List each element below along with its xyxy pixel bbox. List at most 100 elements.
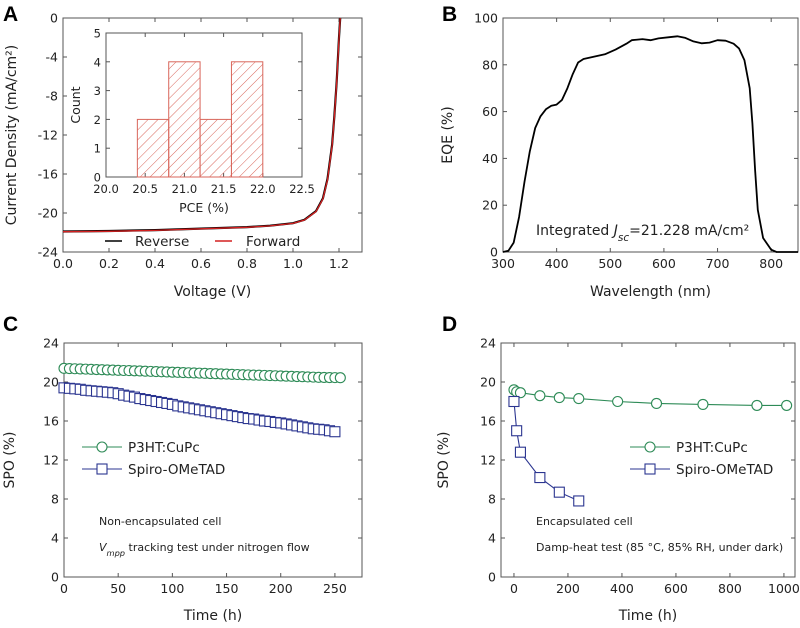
y-tick-label: -12 (38, 128, 58, 143)
y-tick-label: 80 (482, 57, 498, 72)
data-point-circle (697, 398, 709, 410)
legend-label: Forward (246, 234, 300, 250)
x-tick-label: 100 (160, 581, 184, 596)
data-point-circle (644, 441, 656, 453)
x-tick-label: 20.0 (93, 182, 119, 196)
y-tick-label: -24 (38, 245, 58, 260)
series-line-eqe (502, 35, 798, 253)
y-tick-label: 12 (480, 453, 496, 468)
x-tick-label: 22.0 (250, 182, 276, 196)
y-tick-label: -16 (38, 167, 58, 182)
x-tick-label: 1.2 (329, 256, 349, 271)
condition-note: Encapsulated cell (536, 515, 633, 528)
y-axis-label: Current Density (mA/cm²) (4, 45, 20, 226)
series-p3ht-cupc (58, 362, 346, 384)
y-tick-label: 3 (94, 84, 101, 98)
data-point-circle (514, 387, 526, 399)
y-tick-label: 40 (482, 151, 498, 166)
series-spiro-ometad (508, 395, 585, 507)
x-tick-label: 150 (215, 581, 239, 596)
y-tick-label: 60 (482, 104, 498, 119)
annotation-part: tracking test under nitrogen flow (125, 541, 310, 554)
inset-pce-histogram: 20.0 20.5 21.0 21.5 22.0 22.5 0 1 2 3 4 5 PCE (%) Cou… (68, 27, 315, 216)
legend: P3HT:CuPc Spiro-OMeTAD (82, 440, 225, 478)
y-tick-label: 24 (43, 336, 59, 351)
integrated-jsc-annotation: Integrated Jsc=21.228 mA/cm² (536, 223, 749, 244)
legend: P3HT:CuPc Spiro-OMeTAD (630, 440, 773, 478)
data-point-square (644, 463, 656, 475)
data-point-circle (650, 397, 663, 410)
x-tick-label: 0.8 (237, 256, 257, 271)
annotation-part: Integrated (536, 223, 614, 239)
x-tick-label: 1000 (768, 581, 800, 596)
x-tick-label: 0 (60, 581, 68, 596)
panel-letter-b: B (442, 3, 457, 26)
x-tick-label: 300 (491, 256, 515, 271)
data-point-square (511, 425, 523, 437)
y-tick-label: 1 (94, 142, 101, 156)
x-tick-label: 600 (652, 256, 676, 271)
x-tick-label: 22.5 (289, 182, 315, 196)
x-tick-label: 250 (323, 581, 347, 596)
y-tick-label: 0 (94, 171, 101, 185)
y-tick-label: -20 (38, 206, 58, 221)
panel-letter-a: A (3, 3, 18, 26)
condition-note: Non-encapsulated cell (99, 515, 221, 528)
data-point-square (553, 486, 565, 498)
y-tick-label: 2 (94, 113, 101, 127)
y-tick-label: 12 (43, 453, 59, 468)
x-tick-label: 50 (110, 581, 126, 596)
panel-c-spo-stability: 0 50 100 150 200 250 0 4 8 12 16 20 24 Time (h) SPO (%… (2, 336, 363, 624)
data-point-square (96, 463, 108, 475)
x-tick-label: 0.4 (145, 256, 165, 271)
data-point-circle (334, 372, 346, 384)
data-point-square (329, 426, 341, 438)
x-tick-label: 21.5 (211, 182, 237, 196)
series-spiro-ometad (58, 382, 341, 438)
x-axis-label: PCE (%) (179, 200, 229, 215)
y-tick-label: 4 (51, 531, 59, 546)
y-tick-label: -4 (46, 50, 59, 65)
y-tick-label: 4 (94, 55, 101, 69)
legend: Reverse Forward (105, 234, 300, 250)
y-axis-label: EQE (%) (440, 106, 456, 163)
y-tick-label: 8 (51, 492, 59, 507)
y-axis-label: Count (68, 86, 83, 123)
annotation-part: J (611, 223, 618, 239)
y-tick-label: 5 (94, 27, 101, 41)
data-point-square (534, 471, 546, 484)
annotation-part: sc (618, 232, 629, 244)
x-tick-label: 800 (718, 581, 742, 596)
legend-label: Spiro-OMeTAD (128, 462, 225, 478)
x-tick-label: 0.0 (53, 256, 73, 271)
data-point-square (514, 446, 526, 458)
y-tick-label: 20 (43, 375, 59, 390)
data-point-square (573, 495, 585, 507)
annotation-part: V (99, 541, 108, 554)
data-point-circle (751, 399, 763, 411)
y-tick-label: 16 (43, 414, 59, 429)
legend-label: P3HT:CuPc (676, 440, 748, 456)
y-tick-label: 24 (480, 336, 496, 351)
y-axis-label: SPO (%) (436, 431, 452, 488)
y-tick-label: 100 (474, 11, 498, 26)
y-tick-label: -8 (46, 89, 59, 104)
x-tick-label: 400 (610, 581, 634, 596)
y-tick-label: 0 (50, 11, 58, 26)
panel-a-jv-curve: 0.0 0.2 0.4 0.6 0.8 1.0 1.2 -24 -20 -16 -12 -8 -4 0 Vo… (4, 11, 363, 300)
panel-b-eqe: 300 400 500 600 700 800 0 20 40 60 80 100 Wavelength… (440, 11, 799, 300)
data-point-square (508, 395, 520, 408)
panel-letter-c: C (3, 313, 18, 336)
y-tick-label: 0 (51, 570, 59, 585)
plot-frame (502, 17, 799, 253)
x-tick-label: 21.0 (172, 182, 198, 196)
y-tick-label: 16 (480, 414, 496, 429)
x-tick-label: 500 (598, 256, 622, 271)
series-line-forward (62, 17, 341, 233)
x-axis-label: Voltage (V) (174, 284, 251, 300)
y-axis-label: SPO (%) (2, 431, 18, 488)
data-point-circle (781, 399, 793, 411)
data-point-circle (534, 390, 546, 402)
condition-note: Vmpp tracking test under nitrogen flow (99, 541, 310, 558)
